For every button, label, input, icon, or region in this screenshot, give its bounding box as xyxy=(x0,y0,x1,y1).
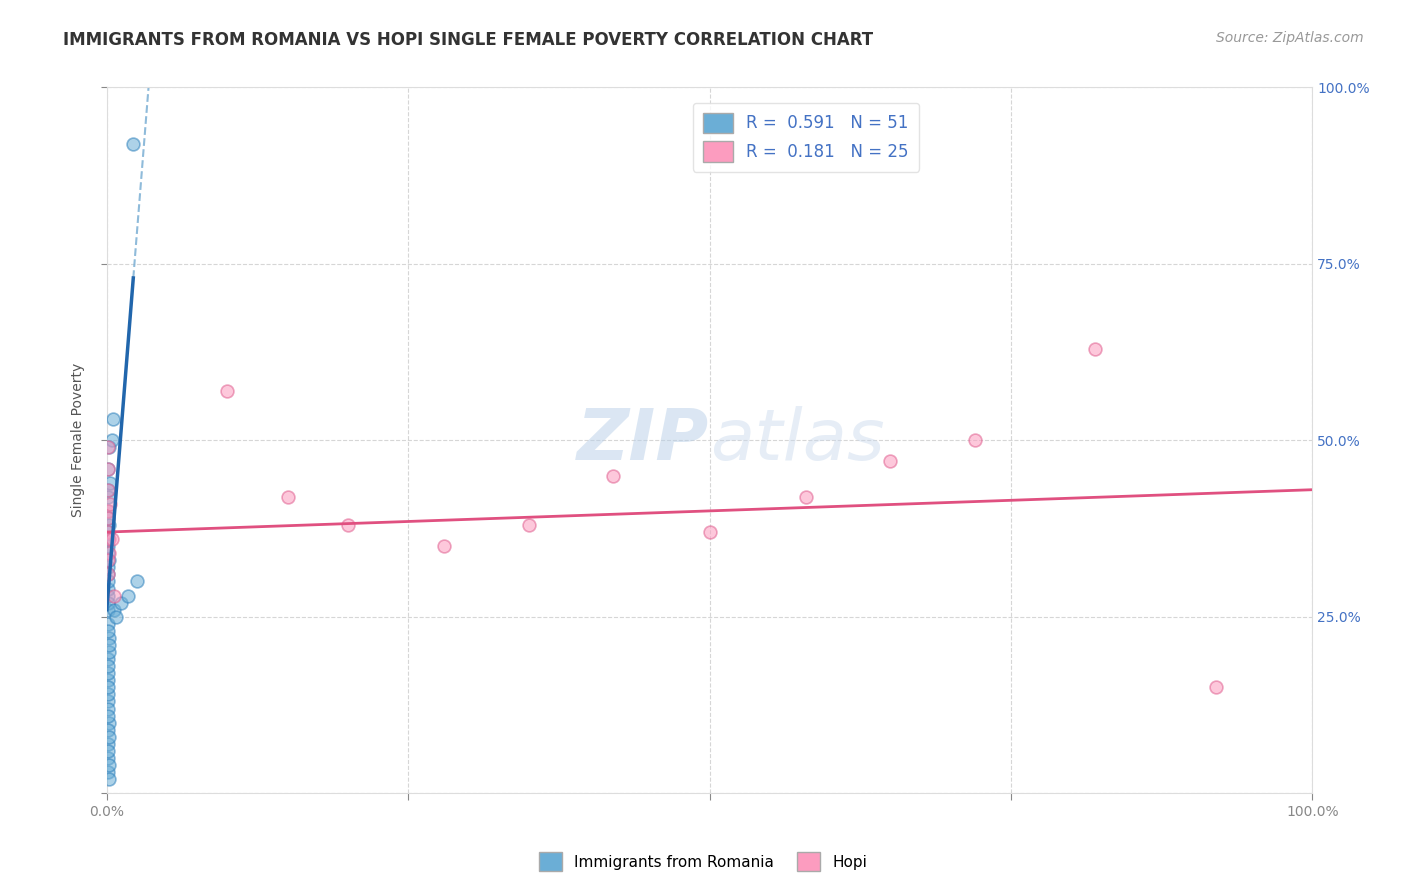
Point xyxy=(699,524,721,539)
Point xyxy=(97,567,120,582)
Point xyxy=(97,631,120,645)
Point xyxy=(97,596,120,610)
Point xyxy=(97,758,120,772)
Point xyxy=(97,483,120,497)
Point xyxy=(100,532,122,546)
Point xyxy=(97,511,120,525)
Text: Source: ZipAtlas.com: Source: ZipAtlas.com xyxy=(1216,31,1364,45)
Legend: R =  0.591   N = 51, R =  0.181   N = 25: R = 0.591 N = 51, R = 0.181 N = 25 xyxy=(693,103,920,172)
Point xyxy=(100,497,122,511)
Point xyxy=(97,603,120,617)
Point xyxy=(103,589,125,603)
Text: atlas: atlas xyxy=(710,406,884,475)
Point xyxy=(794,490,817,504)
Point xyxy=(97,483,120,497)
Point xyxy=(97,504,120,518)
Point xyxy=(97,638,120,652)
Point xyxy=(97,765,120,780)
Point xyxy=(97,652,120,666)
Point xyxy=(97,715,120,730)
Text: ZIP: ZIP xyxy=(578,406,710,475)
Point xyxy=(97,441,120,455)
Point xyxy=(97,751,120,765)
Point xyxy=(97,546,120,560)
Point xyxy=(517,518,540,533)
Point xyxy=(105,609,128,624)
Point xyxy=(110,596,132,610)
Point xyxy=(97,582,120,596)
Point xyxy=(97,730,120,744)
Point xyxy=(97,532,120,546)
Point xyxy=(97,539,120,553)
Point xyxy=(97,553,120,567)
Point xyxy=(98,518,121,533)
Point xyxy=(97,461,120,475)
Point xyxy=(101,412,124,426)
Point xyxy=(879,454,901,468)
Point xyxy=(122,136,145,151)
Point xyxy=(277,490,299,504)
Point xyxy=(97,560,120,574)
Point xyxy=(97,737,120,751)
Point xyxy=(117,589,139,603)
Point xyxy=(963,434,986,448)
Point xyxy=(97,687,120,701)
Point xyxy=(97,524,120,539)
Point xyxy=(433,539,456,553)
Point xyxy=(97,624,120,638)
Point xyxy=(97,681,120,695)
Point xyxy=(125,574,148,589)
Point xyxy=(97,616,120,631)
Point xyxy=(97,441,120,455)
Point xyxy=(97,659,120,673)
Legend: Immigrants from Romania, Hopi: Immigrants from Romania, Hopi xyxy=(533,847,873,877)
Point xyxy=(97,744,120,758)
Point xyxy=(97,723,120,737)
Point xyxy=(97,490,120,504)
Point xyxy=(217,384,239,398)
Point xyxy=(97,461,120,475)
Y-axis label: Single Female Poverty: Single Female Poverty xyxy=(72,363,86,517)
Point xyxy=(97,546,120,560)
Point xyxy=(97,772,120,786)
Point xyxy=(97,701,120,715)
Point xyxy=(97,532,120,546)
Point xyxy=(1084,342,1107,356)
Point xyxy=(336,518,359,533)
Point xyxy=(97,567,120,582)
Point xyxy=(97,589,120,603)
Point xyxy=(97,504,120,518)
Point xyxy=(103,603,125,617)
Point xyxy=(97,694,120,708)
Point xyxy=(100,475,122,490)
Point xyxy=(602,468,624,483)
Point xyxy=(97,553,120,567)
Point xyxy=(97,511,120,525)
Point xyxy=(1205,681,1227,695)
Point xyxy=(97,645,120,659)
Point xyxy=(97,673,120,688)
Point xyxy=(97,524,120,539)
Text: IMMIGRANTS FROM ROMANIA VS HOPI SINGLE FEMALE POVERTY CORRELATION CHART: IMMIGRANTS FROM ROMANIA VS HOPI SINGLE F… xyxy=(63,31,873,49)
Point xyxy=(100,434,122,448)
Point xyxy=(97,574,120,589)
Point xyxy=(97,666,120,681)
Point xyxy=(97,708,120,723)
